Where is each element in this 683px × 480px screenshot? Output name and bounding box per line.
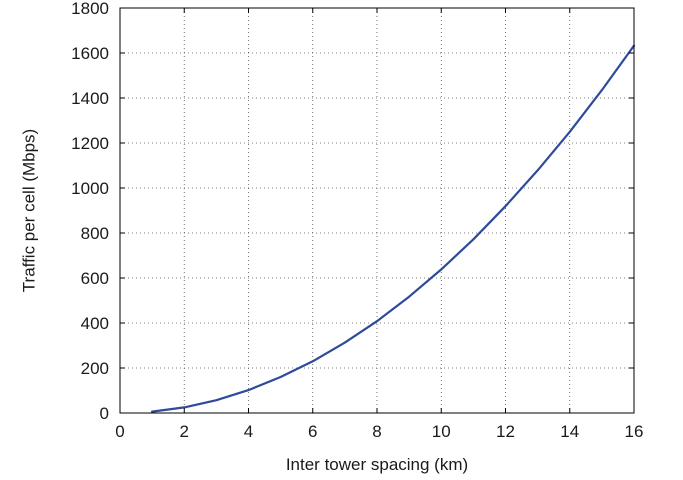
y-tick-label: 400 [81, 314, 109, 333]
y-tick-label: 1800 [71, 0, 109, 18]
series-line [151, 44, 636, 413]
x-tick-label: 2 [180, 422, 189, 441]
y-tick-label: 1400 [71, 89, 109, 108]
y-axis-label: Traffic per cell (Mbps) [19, 129, 38, 292]
y-tick-label: 1000 [71, 179, 109, 198]
y-tick-label: 200 [81, 359, 109, 378]
x-tick-label: 8 [372, 422, 381, 441]
x-tick-label: 12 [496, 422, 515, 441]
x-tick-label: 10 [432, 422, 451, 441]
x-tick-label: 0 [115, 422, 124, 441]
x-tick-label: 6 [308, 422, 317, 441]
y-tick-label: 1600 [71, 44, 109, 63]
x-tick-label: 14 [560, 422, 579, 441]
ticks-layer: 0 2 4 6 8 10 12 14 16 0 200 400 600 800 1000 1200 1400 16… [71, 0, 643, 441]
x-tick-label: 4 [244, 422, 253, 441]
grid-layer [120, 8, 634, 413]
series-layer [151, 44, 636, 413]
y-tick-label: 600 [81, 269, 109, 288]
y-tick-label: 0 [100, 404, 109, 423]
x-tick-label: 16 [625, 422, 644, 441]
y-tick-label: 1200 [71, 134, 109, 153]
y-tick-label: 800 [81, 224, 109, 243]
x-axis-label: Inter tower spacing (km) [286, 455, 468, 474]
